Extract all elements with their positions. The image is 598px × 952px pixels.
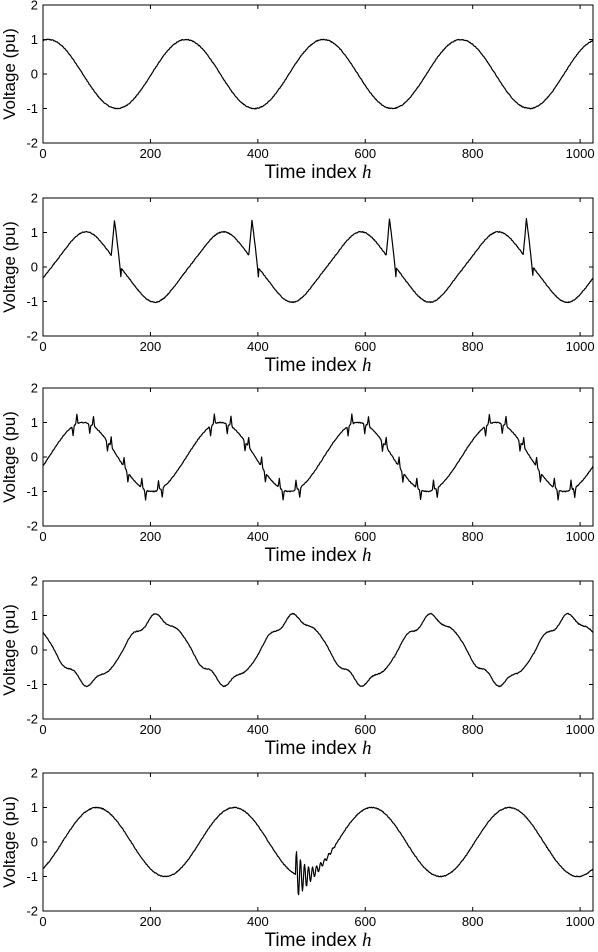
x-tick-label: 400 — [247, 914, 269, 929]
axes-frame — [42, 772, 594, 912]
x-axis-label-text: Time index — [265, 930, 363, 951]
x-tick-label: 800 — [462, 722, 484, 737]
y-tick-label: 1 — [31, 800, 38, 815]
series-line-1 — [42, 38, 594, 110]
x-axis-label-variable: h — [362, 930, 372, 951]
x-tick-label: 600 — [354, 529, 376, 544]
x-tick-label: 600 — [354, 722, 376, 737]
y-tick-label: 0 — [31, 67, 38, 82]
x-tick-label: 600 — [354, 339, 376, 354]
x-tick-label: 400 — [247, 339, 269, 354]
x-axis-label: Time index h — [265, 930, 372, 951]
series-line-1 — [42, 806, 594, 896]
series-line-1 — [42, 413, 594, 501]
axes-frame — [42, 580, 594, 720]
y-tick-label: -2 — [26, 904, 38, 919]
axes-frame — [42, 387, 594, 527]
y-axis-label: Voltage (pu) — [0, 796, 19, 888]
y-tick-label: 0 — [31, 450, 38, 465]
x-tick-label: 0 — [39, 722, 46, 737]
y-tick-label: 1 — [31, 32, 38, 47]
y-tick-label: -1 — [26, 869, 38, 884]
x-axis-label: Time index h — [265, 738, 372, 759]
y-tick-label: -1 — [26, 294, 38, 309]
y-tick-label: 2 — [31, 0, 38, 13]
x-axis-label: Time index h — [265, 162, 372, 183]
x-axis-label-variable: h — [362, 162, 372, 183]
y-axis-label: Voltage (pu) — [0, 411, 19, 503]
x-tick-label: 800 — [462, 529, 484, 544]
x-axis-label-text: Time index — [265, 545, 363, 566]
x-tick-label: 1000 — [566, 529, 595, 544]
x-tick-label: 200 — [140, 146, 162, 161]
x-axis-label-variable: h — [362, 545, 372, 566]
y-tick-label: 1 — [31, 415, 38, 430]
x-tick-label: 400 — [247, 722, 269, 737]
y-tick-label: 2 — [31, 191, 38, 206]
axes-frame — [42, 4, 594, 144]
y-tick-label: -1 — [26, 101, 38, 116]
x-tick-label: 1000 — [566, 339, 595, 354]
y-tick-label: -2 — [26, 519, 38, 534]
y-tick-label: -1 — [26, 484, 38, 499]
y-tick-label: 1 — [31, 225, 38, 240]
y-tick-label: 0 — [31, 835, 38, 850]
y-tick-label: 1 — [31, 608, 38, 623]
x-tick-label: 0 — [39, 529, 46, 544]
y-tick-label: 2 — [31, 574, 38, 589]
x-axis-label: Time index h — [265, 545, 372, 566]
x-tick-label: 200 — [140, 529, 162, 544]
x-tick-label: 1000 — [566, 722, 595, 737]
y-tick-label: -2 — [26, 712, 38, 727]
x-tick-label: 200 — [140, 339, 162, 354]
x-tick-label: 1000 — [566, 146, 595, 161]
y-tick-label: 2 — [31, 381, 38, 396]
y-axis-label: Voltage (pu) — [0, 604, 19, 696]
y-tick-label: 2 — [31, 766, 38, 781]
series-line-1 — [42, 217, 594, 304]
y-axis-label: Voltage (pu) — [0, 28, 19, 120]
x-tick-label: 600 — [354, 914, 376, 929]
x-axis-label-text: Time index — [265, 738, 363, 759]
subplot-2: 0 200 400 600 800 1000 -2 -1 0 1 2 Time index h Volt… — [0, 191, 595, 377]
x-tick-label: 400 — [247, 146, 269, 161]
x-axis-label-variable: h — [362, 355, 372, 376]
axes-frame — [42, 197, 594, 337]
subplot-5: 0 200 400 600 800 1000 -2 -1 0 1 2 Time index h Volt… — [0, 766, 595, 952]
x-tick-label: 0 — [39, 339, 46, 354]
x-axis-label: Time index h — [265, 355, 372, 376]
x-axis-label-text: Time index — [265, 355, 363, 376]
x-tick-label: 800 — [462, 146, 484, 161]
subplot-3: 0 200 400 600 800 1000 -2 -1 0 1 2 Time index h Volt… — [0, 381, 595, 567]
x-tick-label: 0 — [39, 914, 46, 929]
y-tick-label: -1 — [26, 677, 38, 692]
x-tick-label: 800 — [462, 339, 484, 354]
x-tick-label: 200 — [140, 722, 162, 737]
series-line-1 — [42, 612, 594, 688]
subplot-1: 0 200 400 600 800 1000 -2 -1 0 1 2 Time index h Volt… — [0, 0, 595, 183]
x-tick-label: 1000 — [566, 914, 595, 929]
subplot-4: 0 200 400 600 800 1000 -2 -1 0 1 2 Time index h Volt… — [0, 574, 595, 760]
x-tick-label: 400 — [247, 529, 269, 544]
x-axis-label-text: Time index — [265, 162, 363, 183]
x-tick-label: 0 — [39, 146, 46, 161]
y-tick-label: -2 — [26, 136, 38, 151]
x-tick-label: 200 — [140, 914, 162, 929]
y-tick-label: 0 — [31, 643, 38, 658]
x-tick-label: 600 — [354, 146, 376, 161]
y-tick-label: -2 — [26, 329, 38, 344]
x-tick-label: 800 — [462, 914, 484, 929]
x-axis-label-variable: h — [362, 738, 372, 759]
y-axis-label: Voltage (pu) — [0, 221, 19, 313]
y-tick-label: 0 — [31, 260, 38, 275]
